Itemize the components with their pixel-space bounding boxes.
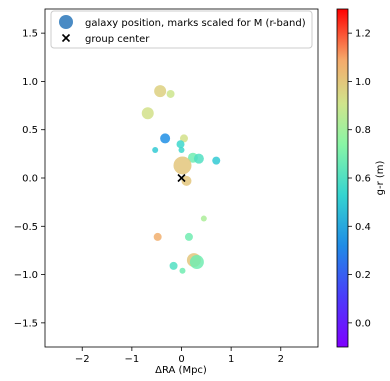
galaxy-point [184,232,193,241]
y-tick-label: −1.0 [14,270,38,281]
galaxy-point [181,175,192,186]
axis-ticks: −2 −1 0 1 2 −1.5 −1.0 −0.5 0.0 0.5 1.0 1.5 [14,29,284,365]
galaxy-point [141,107,154,120]
galaxy-point [154,85,167,98]
x-tick-label: −1 [124,354,139,365]
legend: galaxy position, marks scaled for M (r-b… [50,10,313,49]
colorbar-tick-label: 1.2 [355,29,371,40]
colorbar-tick-label: 1.0 [355,77,371,88]
legend-frame [50,10,313,49]
galaxy-point [153,232,162,241]
colorbar-tick-label: 0.0 [355,318,371,329]
x-tick-label: 2 [278,354,284,365]
data-marks [141,85,221,274]
galaxy-point [189,255,204,270]
galaxy-point [176,140,185,149]
legend-center-label: group center [85,34,150,45]
colorbar-tick-label: 0.6 [355,174,371,185]
x-tick-label: 0 [178,354,184,365]
galaxy-point [179,267,186,274]
x-tick-label: −2 [75,354,90,365]
colorbar-label: g-r (m) [375,161,386,196]
group-center-marker [177,173,186,183]
galaxy-point [173,156,192,175]
y-tick-label: −0.5 [14,222,38,233]
y-tick-label: −1.5 [14,318,38,329]
y-tick-label: 0.0 [22,174,38,185]
galaxy-point [200,215,207,222]
galaxy-point [169,261,178,270]
y-tick-label: 0.5 [22,125,38,136]
galaxy-point [166,89,175,98]
y-tick-label: 1.5 [22,29,38,40]
colorbar-ticks: 0.0 0.2 0.4 0.6 0.8 1.0 1.2 [348,29,371,329]
colorbar-gradient [336,8,349,348]
colorbar [336,8,349,348]
colorbar-tick-label: 0.4 [355,222,371,233]
colorbar-tick-label: 0.2 [355,270,371,281]
legend-galaxy-marker [59,15,73,29]
galaxy-point [160,133,171,144]
x-axis-label: ΔRA (Mpc) [155,365,207,376]
galaxy-point [152,146,159,153]
x-tick-label: 1 [228,354,234,365]
galaxy-point [178,146,185,153]
colorbar-tick-label: 0.8 [355,125,371,136]
galaxy-point [179,134,188,143]
y-tick-label: 1.0 [22,77,38,88]
galaxy-point [193,153,204,164]
galaxy-point [212,156,221,165]
legend-center-marker [61,33,71,43]
legend-galaxy-label: galaxy position, marks scaled for M (r-b… [85,18,306,29]
